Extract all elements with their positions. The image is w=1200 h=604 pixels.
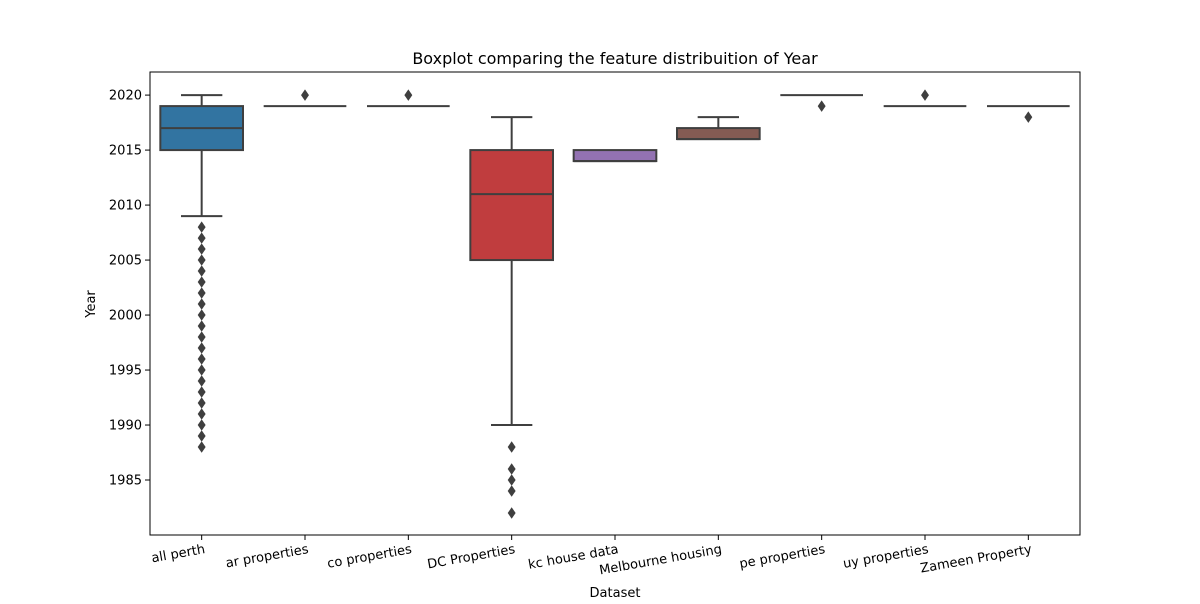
outlier-point xyxy=(197,397,206,409)
outlier-point xyxy=(197,419,206,431)
x-tick-label: DC Properties xyxy=(426,542,516,572)
outlier-point xyxy=(197,364,206,376)
plot-area: 1985 1990 1995 2000 2005 2010 2015 2020 all pert… xyxy=(109,71,1081,578)
box-body xyxy=(676,127,761,141)
y-tick-label: 2010 xyxy=(109,199,142,214)
outlier-point xyxy=(197,287,206,299)
outlier-point xyxy=(197,254,206,266)
outlier-point xyxy=(301,89,309,101)
outlier-point xyxy=(197,232,206,244)
y-tick-label: 2005 xyxy=(109,254,142,269)
outlier-point xyxy=(197,221,206,233)
outlier-point xyxy=(507,441,516,453)
chart-title: Boxplot comparing the feature distribuit… xyxy=(412,49,818,68)
outlier-point xyxy=(197,441,206,453)
outlier-point xyxy=(197,386,206,398)
plot-frame xyxy=(149,71,1081,536)
x-tick-label: pe properties xyxy=(738,542,826,572)
outlier-point xyxy=(197,309,206,321)
x-tick-label: Zameen Property xyxy=(919,542,1033,576)
y-tick-label: 1985 xyxy=(109,474,142,489)
box-body xyxy=(469,149,555,262)
x-tick-label: ar properties xyxy=(225,542,310,571)
outlier-point xyxy=(197,331,206,343)
box-body xyxy=(572,149,658,163)
outlier-point xyxy=(197,265,206,277)
y-tick-label: 2015 xyxy=(109,144,142,159)
outlier-point xyxy=(197,342,206,354)
outlier-point xyxy=(507,485,516,497)
y-tick-label: 1990 xyxy=(109,419,142,434)
outlier-point xyxy=(197,320,206,332)
outlier-point xyxy=(817,100,826,112)
outlier-point xyxy=(507,474,516,486)
y-tick-label: 2020 xyxy=(109,89,142,104)
outlier-point xyxy=(197,353,206,365)
outlier-point xyxy=(197,430,206,442)
outlier-point xyxy=(507,463,516,475)
y-tick-label: 2000 xyxy=(109,309,142,324)
outlier-point xyxy=(921,89,929,101)
outlier-point xyxy=(197,243,206,255)
y-tick-label: 1995 xyxy=(109,364,142,379)
x-tick-label: uy properties xyxy=(842,542,930,572)
outlier-point xyxy=(507,507,516,519)
x-tick-label: all perth xyxy=(150,542,206,566)
outlier-point xyxy=(197,375,206,387)
outlier-point xyxy=(1024,111,1033,123)
outlier-point xyxy=(197,408,206,420)
outlier-point xyxy=(197,276,206,288)
y-axis-label: Year xyxy=(84,290,99,319)
outlier-point xyxy=(197,298,206,310)
x-axis-label: Dataset xyxy=(590,586,641,600)
outlier-point xyxy=(404,89,413,101)
x-tick-label: co properties xyxy=(326,542,413,572)
